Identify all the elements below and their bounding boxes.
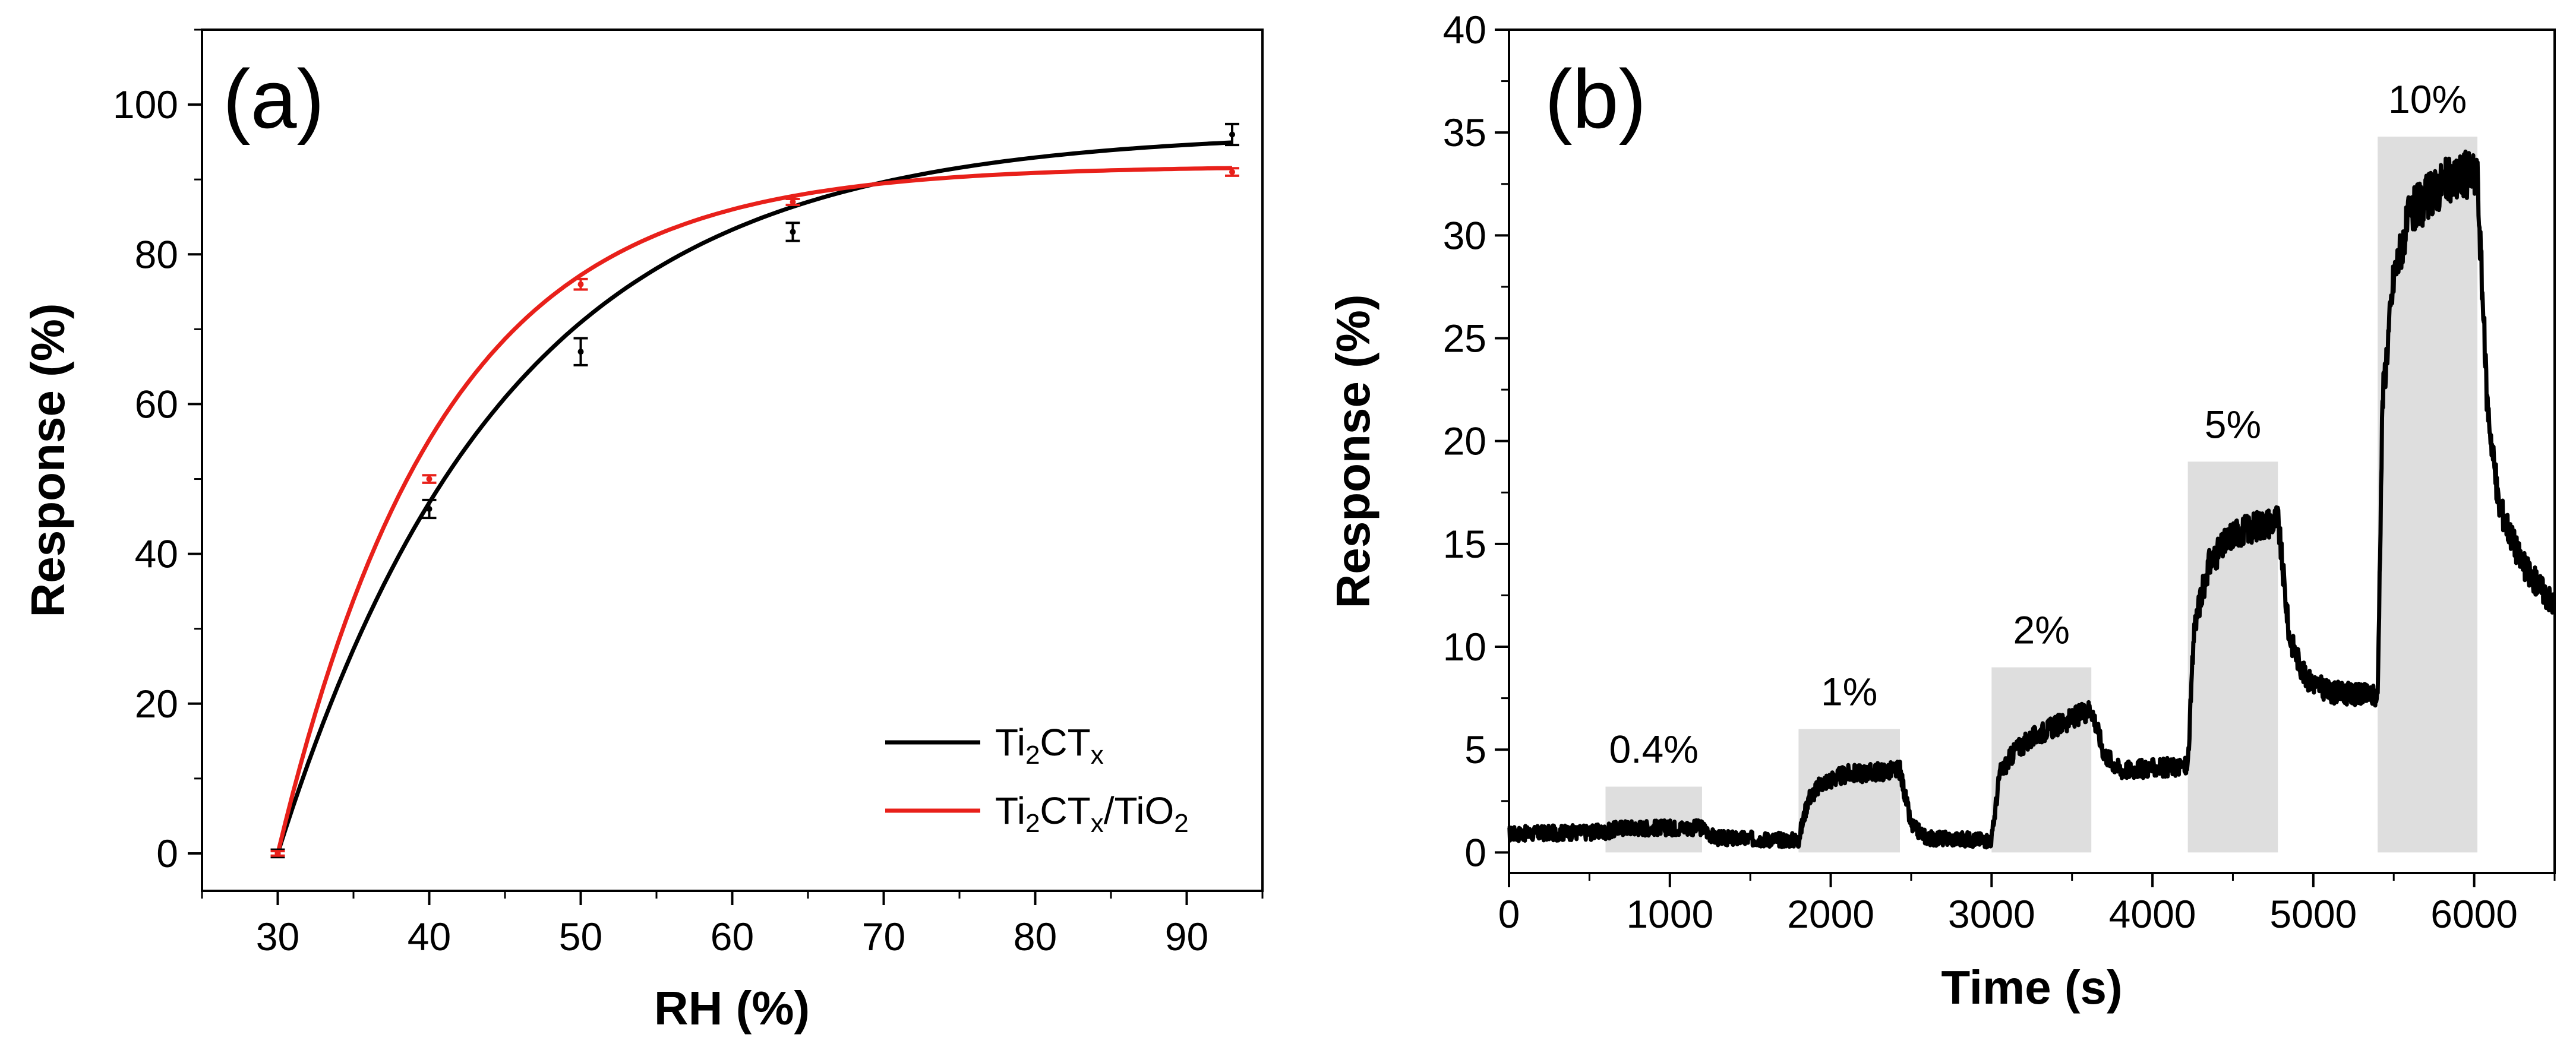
chart-a-x-tick-label: 40 <box>408 915 451 959</box>
exposure-region-4 <box>2378 137 2478 853</box>
fit-curve-series-0 <box>276 140 1233 855</box>
chart-b-y-tick-label: 10 <box>1443 625 1486 669</box>
data-point-series-0 <box>422 498 437 520</box>
data-point-series-1 <box>785 197 800 207</box>
chart-b-x-tick-label: 1000 <box>1626 892 1713 936</box>
chart-a-y-tick-label: 20 <box>135 682 178 726</box>
chart-b-response-trace <box>1507 149 2556 850</box>
chart-b-x-tick-label: 6000 <box>2430 892 2518 936</box>
chart-b-x-tick-label: 3000 <box>1948 892 2035 936</box>
chart-b-y-tick-label: 0 <box>1464 830 1486 874</box>
chart-a: 30 40 50 60 70 80 90 0 20 40 60 80 100 (a) RH (%) Re… <box>21 29 1264 1035</box>
chart-b-y-tick-label: 40 <box>1443 8 1486 52</box>
chart-a-y-tick-label: 100 <box>113 83 178 126</box>
chart-b-frame <box>1508 29 2556 874</box>
chart-b-y-tick-label: 20 <box>1443 419 1486 463</box>
chart-b-x-axis-title: Time (s) <box>1941 961 2122 1014</box>
chart-b-y-tick-label: 15 <box>1443 522 1486 566</box>
chart-a-x-tick-label: 60 <box>711 915 754 959</box>
chart-a-y-tick-label: 60 <box>135 382 178 426</box>
legend-label-ti2ctx: Ti2CTx <box>995 721 1104 770</box>
chart-a-x-axis-title: RH (%) <box>654 982 810 1035</box>
data-point-series-1 <box>270 850 285 857</box>
fit-curve-series-1 <box>276 166 1233 854</box>
concentration-label-2: 2% <box>2013 608 2070 652</box>
chart-b-x-tick-label: 5000 <box>2269 892 2357 936</box>
chart-b: 0 1000 2000 3000 4000 5000 6000 0 5 10 15 20 25 30 35 4… <box>1327 8 2556 1014</box>
chart-a-x-tick-label: 80 <box>1014 915 1057 959</box>
response-trace-line <box>1507 149 2556 850</box>
data-point-series-1 <box>1225 167 1239 177</box>
chart-b-panel-label: (b) <box>1545 52 1646 146</box>
chart-a-x-tick-label: 90 <box>1165 915 1208 959</box>
data-point-series-0 <box>785 222 800 242</box>
chart-a-panel-label: (a) <box>223 52 324 146</box>
chart-b-y-tick-label: 25 <box>1443 317 1486 360</box>
chart-a-x-tick-label: 70 <box>862 915 905 959</box>
chart-a-ticks: 30 40 50 60 70 80 90 0 20 40 60 80 100 <box>113 29 1264 959</box>
chart-b-x-tick-label: 0 <box>1498 892 1520 936</box>
concentration-label-4: 10% <box>2388 77 2467 121</box>
chart-a-y-tick-label: 40 <box>135 532 178 576</box>
concentration-label-3: 5% <box>2205 402 2261 446</box>
chart-b-y-tick-label: 30 <box>1443 213 1486 257</box>
chart-a-y-tick-label: 80 <box>135 232 178 276</box>
legend-label-ti2ctx-tio2: Ti2CTx/TiO2 <box>995 789 1189 838</box>
chart-b-x-tick-label: 4000 <box>2109 892 2196 936</box>
chart-b-y-tick-label: 35 <box>1443 110 1486 154</box>
chart-b-y-tick-label: 5 <box>1464 728 1486 771</box>
chart-b-concentration-labels: 0.4% 1% 2% 5% 10% <box>1609 77 2467 771</box>
chart-b-x-tick-label: 2000 <box>1787 892 1874 936</box>
chart-b-y-axis-title: Response (%) <box>1327 295 1379 609</box>
chart-a-x-tick-label: 50 <box>559 915 602 959</box>
data-point-series-0 <box>1225 122 1239 147</box>
chart-a-y-axis-title: Response (%) <box>21 303 74 618</box>
chart-a-data-points <box>270 122 1239 859</box>
concentration-label-1: 1% <box>1821 670 1877 714</box>
data-point-series-0 <box>573 337 588 366</box>
chart-b-ticks: 0 1000 2000 3000 4000 5000 6000 0 5 10 15 20 25 30 35 4… <box>1443 8 2556 936</box>
chart-a-x-tick-label: 30 <box>256 915 299 959</box>
chart-b-exposure-regions <box>1605 137 2478 853</box>
chart-a-y-tick-label: 0 <box>156 831 178 875</box>
chart-a-legend: Ti2CTx Ti2CTx/TiO2 <box>885 721 1189 838</box>
chart-a-fit-curves <box>276 140 1233 855</box>
data-point-series-1 <box>422 474 437 484</box>
concentration-label-0: 0.4% <box>1609 728 1698 771</box>
data-point-series-1 <box>573 277 588 291</box>
